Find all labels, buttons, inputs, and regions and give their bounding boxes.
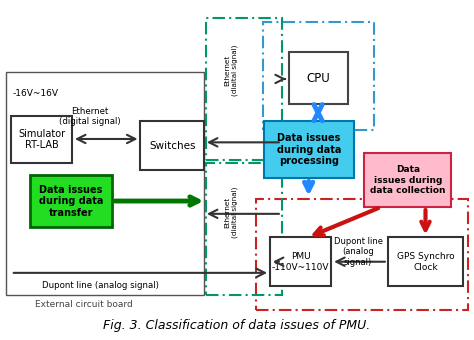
Text: CPU: CPU (306, 72, 330, 85)
Text: Data issues
during data
processing: Data issues during data processing (277, 133, 341, 166)
Text: -16V~16V: -16V~16V (12, 89, 58, 99)
Bar (270, 237, 331, 286)
Text: Ethernet
(diaital signal): Ethernet (diaital signal) (224, 186, 237, 238)
Text: Dupont line (analog signal): Dupont line (analog signal) (42, 281, 159, 290)
Bar (256, 199, 468, 310)
Bar (264, 121, 354, 178)
Bar (263, 22, 374, 130)
Bar (6, 72, 204, 295)
Bar (206, 163, 282, 295)
Bar (30, 175, 112, 227)
Text: Simulator
RT-LAB: Simulator RT-LAB (18, 129, 65, 150)
Bar (289, 52, 348, 104)
Text: GPS Synchro
Clock: GPS Synchro Clock (397, 252, 454, 272)
Text: Data issues
during data
transfer: Data issues during data transfer (39, 185, 103, 218)
Text: Ethernet
(diaital signal): Ethernet (diaital signal) (224, 45, 237, 96)
Bar (388, 237, 463, 286)
Bar (11, 116, 72, 163)
Bar (364, 153, 451, 207)
Text: Dupont line
(analog
signal): Dupont line (analog signal) (334, 237, 383, 267)
Text: Fig. 3. Classification of data issues of PMU.: Fig. 3. Classification of data issues of… (103, 319, 371, 332)
Text: External circuit board: External circuit board (35, 300, 133, 309)
Bar (140, 121, 204, 170)
Text: Ethernet
(digital signal): Ethernet (digital signal) (59, 107, 121, 126)
Text: Switches: Switches (149, 140, 195, 151)
Bar (206, 18, 282, 160)
Text: PMU
-110V~110V: PMU -110V~110V (272, 252, 329, 272)
Text: Data
issues during
data collection: Data issues during data collection (370, 165, 446, 195)
